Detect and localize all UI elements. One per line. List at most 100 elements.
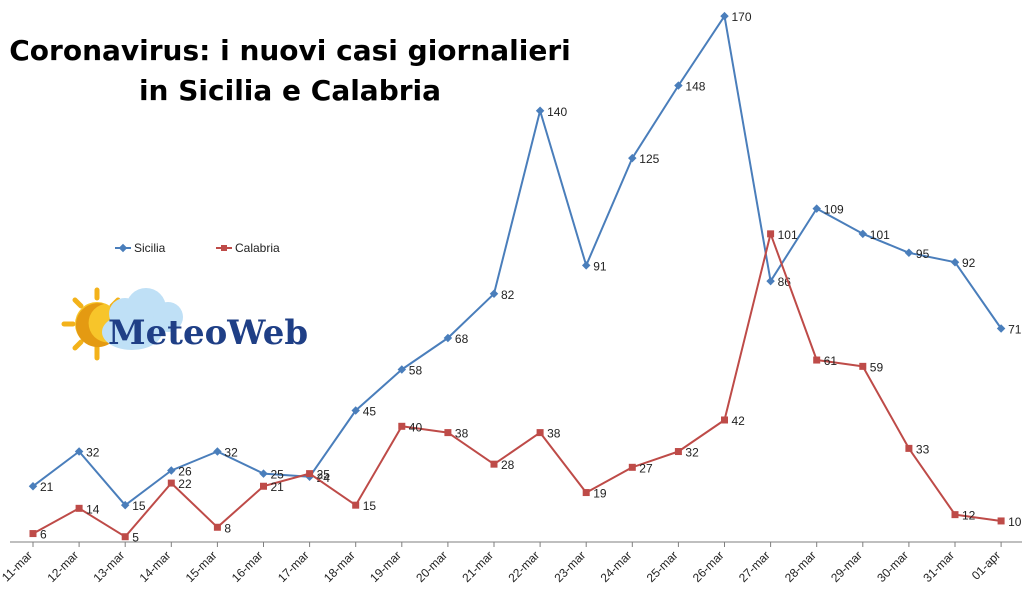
x-tick-label: 22-mar xyxy=(505,548,542,585)
data-label-sicilia: 95 xyxy=(916,247,930,261)
legend-label-sicilia: Sicilia xyxy=(134,241,166,255)
data-label-sicilia: 15 xyxy=(132,499,146,513)
data-point-calabria xyxy=(582,489,590,497)
data-point-calabria xyxy=(490,460,498,468)
data-point-calabria xyxy=(352,501,360,509)
chart-title-line-2: in Sicilia e Calabria xyxy=(139,74,441,107)
data-point-calabria xyxy=(29,530,37,538)
data-label-sicilia: 125 xyxy=(639,152,659,166)
data-point-sicilia xyxy=(351,406,360,415)
data-label-calabria: 33 xyxy=(916,442,930,456)
x-tick-label: 21-mar xyxy=(459,548,496,585)
data-point-calabria xyxy=(951,511,959,519)
legend-label-calabria: Calabria xyxy=(235,241,280,255)
data-point-sicilia xyxy=(120,500,130,510)
data-label-calabria: 6 xyxy=(40,528,47,542)
x-tick-label: 30-mar xyxy=(874,548,911,585)
data-point-sicilia xyxy=(535,106,545,116)
x-tick-label: 24-mar xyxy=(598,548,635,585)
data-point-sicilia xyxy=(259,469,268,478)
data-label-calabria: 22 xyxy=(178,477,192,491)
data-point-sicilia xyxy=(443,333,453,343)
data-label-calabria: 12 xyxy=(962,509,976,523)
x-tick-label: 31-mar xyxy=(920,548,957,585)
x-tick-label: 16-mar xyxy=(229,548,266,585)
chart-title-line-1: Coronavirus: i nuovi casi giornalieri xyxy=(9,34,571,67)
x-tick-label: 18-mar xyxy=(321,548,358,585)
data-label-calabria: 8 xyxy=(224,521,231,535)
logo-text: MeteoWeb xyxy=(108,313,308,353)
data-label-calabria: 40 xyxy=(409,420,423,434)
data-label-sicilia: 82 xyxy=(501,288,515,302)
data-label-calabria: 38 xyxy=(547,427,561,441)
data-label-sicilia: 140 xyxy=(547,105,567,119)
x-tick-label: 23-mar xyxy=(552,548,589,585)
data-point-calabria xyxy=(905,444,913,452)
data-point-calabria xyxy=(721,416,728,424)
data-label-calabria: 42 xyxy=(732,414,746,428)
data-point-sicilia xyxy=(74,447,84,456)
x-tick-label: 19-mar xyxy=(367,548,404,585)
data-label-sicilia: 32 xyxy=(86,446,100,460)
data-label-calabria: 32 xyxy=(685,446,699,460)
data-label-calabria: 101 xyxy=(778,228,798,242)
data-point-calabria xyxy=(121,533,129,541)
data-label-calabria: 14 xyxy=(86,502,100,516)
data-point-sicilia xyxy=(489,289,499,299)
data-point-calabria xyxy=(444,429,452,437)
data-point-calabria xyxy=(767,230,775,238)
x-tick-label: 12-mar xyxy=(44,548,81,585)
data-label-sicilia: 45 xyxy=(363,405,377,419)
data-label-calabria: 27 xyxy=(639,461,653,475)
data-label-sicilia: 25 xyxy=(271,468,285,482)
data-label-sicilia: 109 xyxy=(824,203,844,217)
series-line-calabria xyxy=(32,232,1002,538)
data-point-calabria xyxy=(260,482,267,490)
data-point-calabria xyxy=(997,517,1005,525)
x-tick-label: 17-mar xyxy=(275,548,312,585)
meteoweb-logo: MeteoWeb xyxy=(61,287,308,361)
data-point-sicilia xyxy=(858,229,868,239)
x-tick-label: 27-mar xyxy=(736,548,773,585)
x-axis-ticks: 11-mar 12-mar 13-mar 14-mar 15-mar 16-mar 17-m… xyxy=(0,542,1003,585)
series-line-sicilia xyxy=(32,15,1002,507)
legend: Sicilia Calabria xyxy=(115,241,280,255)
data-label-sicilia: 92 xyxy=(962,256,976,270)
x-tick-label: 13-mar xyxy=(91,548,128,585)
data-point-calabria xyxy=(75,504,83,512)
data-point-sicilia xyxy=(950,257,960,267)
x-tick-label: 14-mar xyxy=(137,548,174,585)
data-label-sicilia: 58 xyxy=(409,364,423,378)
x-tick-label: 15-mar xyxy=(183,548,220,585)
data-point-calabria xyxy=(306,470,314,478)
data-point-sicilia xyxy=(397,365,407,374)
x-tick-label: 11-mar xyxy=(0,548,35,584)
data-label-calabria: 59 xyxy=(870,360,884,374)
x-tick-label: 29-mar xyxy=(828,548,865,585)
data-label-sicilia: 101 xyxy=(870,228,890,242)
data-label-sicilia: 26 xyxy=(178,464,192,478)
x-tick-label: 28-mar xyxy=(782,548,819,585)
data-point-calabria xyxy=(398,422,406,430)
data-label-sicilia: 71 xyxy=(1008,322,1022,336)
data-label-calabria: 21 xyxy=(271,480,285,494)
data-point-calabria xyxy=(536,429,544,437)
data-point-calabria xyxy=(674,448,682,456)
cloud-icon xyxy=(102,288,183,350)
data-label-calabria: 61 xyxy=(824,354,838,368)
data-point-sicilia xyxy=(167,466,176,475)
data-point-sicilia xyxy=(904,248,914,258)
data-point-sicilia xyxy=(766,276,775,286)
data-label-sicilia: 32 xyxy=(224,446,238,460)
data-point-calabria xyxy=(859,362,867,370)
data-label-sicilia: 148 xyxy=(685,80,705,94)
x-tick-label: 26-mar xyxy=(690,548,727,585)
data-point-calabria xyxy=(813,356,821,364)
data-label-sicilia: 21 xyxy=(40,480,54,494)
data-label-sicilia: 170 xyxy=(732,10,752,24)
x-tick-label: 25-mar xyxy=(644,548,681,585)
